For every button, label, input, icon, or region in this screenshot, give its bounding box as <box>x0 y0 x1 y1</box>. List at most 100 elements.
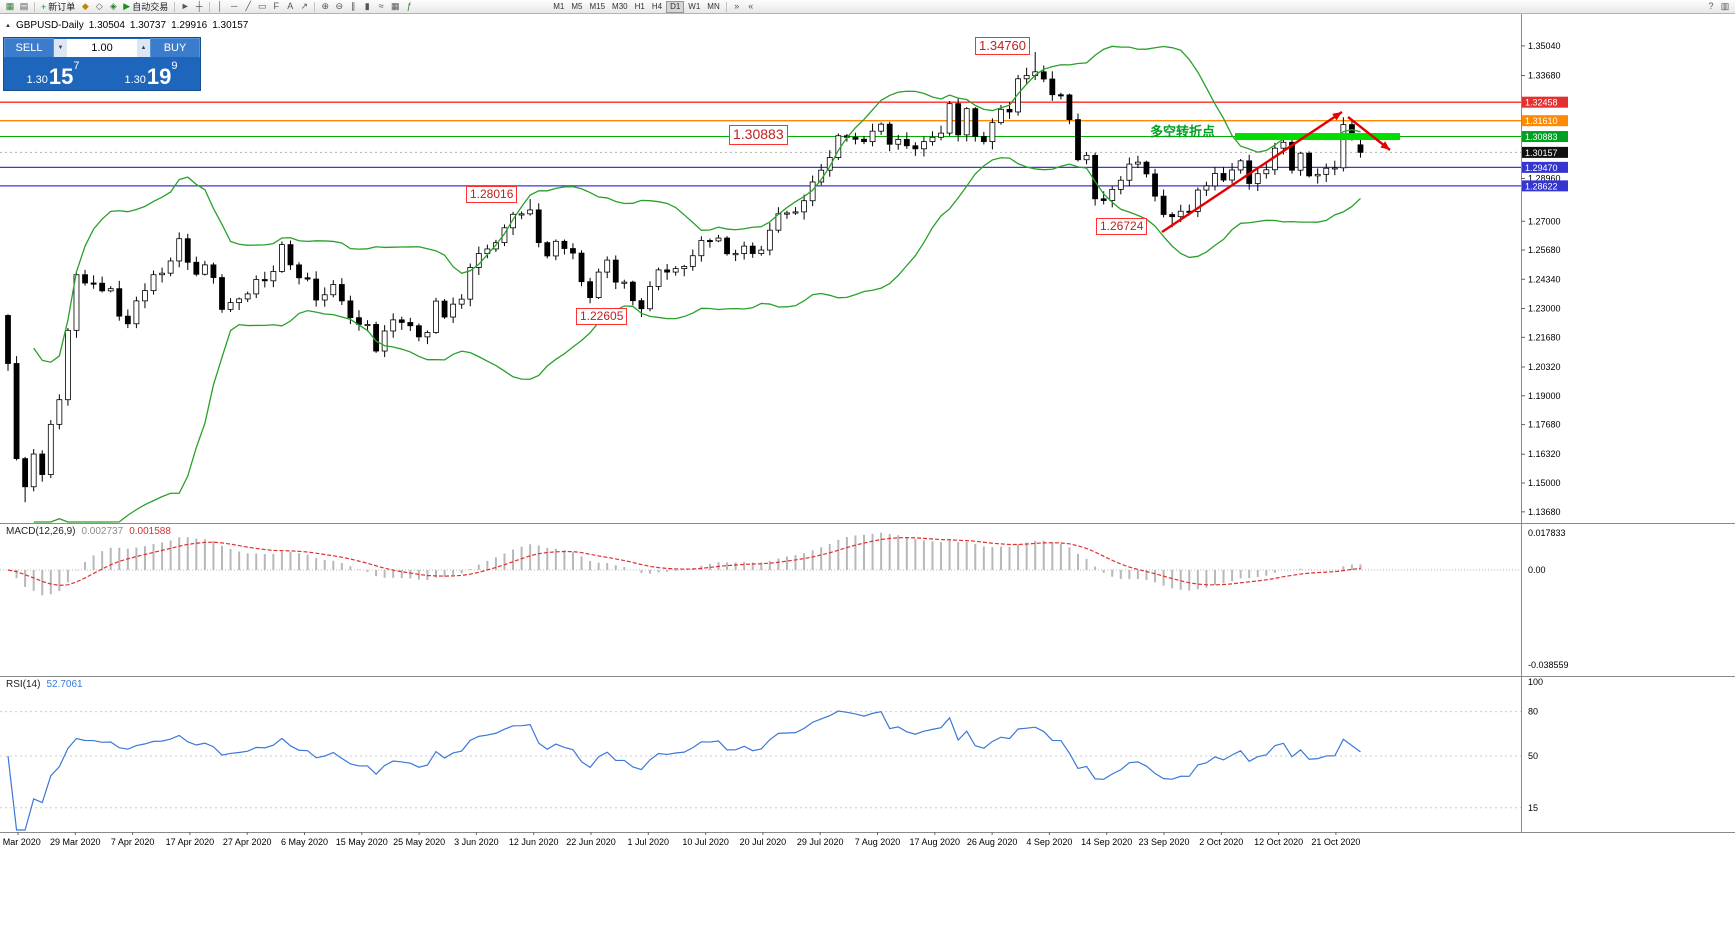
macd-value-main: 0.002737 <box>81 526 124 537</box>
svg-text:15 May 2020: 15 May 2020 <box>336 837 388 847</box>
svg-text:27 Apr 2020: 27 Apr 2020 <box>223 837 272 847</box>
timeframe-mn-button[interactable]: MN <box>707 1 720 11</box>
timeframe-d1-button[interactable]: D1 <box>666 0 685 13</box>
timeframe-switcher: M1 M5 M15 M30 H1 H4 D1 W1 MN <box>550 0 723 13</box>
timeframe-m30-button[interactable]: M30 <box>612 1 628 11</box>
svg-text:1.33680: 1.33680 <box>1528 71 1561 81</box>
svg-text:2 Oct 2020: 2 Oct 2020 <box>1199 837 1243 847</box>
rsi-value: 52.7061 <box>46 679 83 690</box>
profiles-icon[interactable]: ▤ <box>19 1 29 11</box>
autotrading-button-label: 自动交易 <box>132 2 169 12</box>
svg-text:4 Sep 2020: 4 Sep 2020 <box>1026 837 1072 847</box>
indicators-icon[interactable]: ƒ <box>406 1 412 11</box>
price-callout[interactable]: 1.26724 <box>1096 218 1148 235</box>
svg-text:1.31610: 1.31610 <box>1525 116 1558 126</box>
grid-icon[interactable]: ▦ <box>390 1 400 11</box>
svg-text:1.27000: 1.27000 <box>1528 216 1561 226</box>
svg-text:7 Apr 2020: 7 Apr 2020 <box>111 837 155 847</box>
market-watch-icon[interactable]: ◆ <box>81 1 89 11</box>
ohlc-high: 1.30737 <box>129 20 167 31</box>
date-axis[interactable]: 9 Mar 2020 29 Mar 2020 7 Apr 2020 17 Apr 20… <box>0 832 1360 847</box>
ohlc-close: 1.30157 <box>212 20 249 31</box>
svg-text:12 Jun 2020: 12 Jun 2020 <box>509 837 559 847</box>
timeframe-m15-button[interactable]: M15 <box>589 1 606 11</box>
macd-scale: 0.017833 0.00 -0.038559 <box>1528 528 1569 670</box>
chart-shift-icon[interactable]: » <box>734 1 740 11</box>
volume-input[interactable]: 1.00 <box>67 39 137 57</box>
panels-icon[interactable]: ▥ <box>1720 1 1730 11</box>
price-scale[interactable]: 1.35040 1.33680 1.28960 1.27000 1.25680 1.243… <box>1521 41 1568 517</box>
sell-price[interactable]: 1.30 15 7 <box>4 58 102 90</box>
trend-arrows[interactable] <box>1161 111 1391 233</box>
price-callout[interactable]: 1.28016 <box>466 186 518 203</box>
new-order-button[interactable]: + 新订单 <box>38 1 78 13</box>
vertical-line-icon[interactable]: │ <box>217 1 224 11</box>
timeframe-m5-button[interactable]: M5 <box>571 1 583 11</box>
channel-icon[interactable]: ▭ <box>257 1 267 11</box>
svg-text:29 Jul 2020: 29 Jul 2020 <box>797 837 844 847</box>
one-click-trading-widget: SELL ▼ 1.00 ▲ BUY 1.30 15 7 1.30 19 9 <box>3 37 201 91</box>
navigator-icon[interactable]: ◈ <box>109 1 117 11</box>
svg-text:20 Jul 2020: 20 Jul 2020 <box>740 837 787 847</box>
svg-text:1.13680: 1.13680 <box>1528 507 1561 517</box>
zoom-in-icon[interactable]: ⊕ <box>321 1 329 11</box>
bar-chart-icon[interactable]: ∥ <box>350 1 356 11</box>
macd-name: MACD(12,26,9) <box>6 526 76 537</box>
svg-text:14 Sep 2020: 14 Sep 2020 <box>1081 837 1132 847</box>
volume-decrease-button[interactable]: ▼ <box>54 39 67 57</box>
sell-price-main: 1.30 <box>26 74 48 86</box>
svg-text:1.21680: 1.21680 <box>1528 332 1561 342</box>
resistance-highlight-bar[interactable] <box>1235 133 1400 141</box>
new-chart-icon[interactable]: ▦ <box>5 1 15 11</box>
volume-increase-button[interactable]: ▲ <box>137 39 150 57</box>
svg-text:1.28622: 1.28622 <box>1525 181 1558 191</box>
trendline-icon[interactable]: ╱ <box>245 1 251 11</box>
text-tool-icon[interactable]: A <box>287 1 294 11</box>
candles-series[interactable] <box>5 51 1364 503</box>
timeframe-w1-button[interactable]: W1 <box>688 1 701 11</box>
cursor-icon[interactable]: ► <box>180 1 190 11</box>
price-callout[interactable]: 1.30883 <box>729 125 788 145</box>
svg-text:1.24340: 1.24340 <box>1528 274 1561 284</box>
new-order-button-label: 新订单 <box>48 2 76 12</box>
sell-price-big: 15 <box>48 64 74 90</box>
zoom-out-icon[interactable]: ⊖ <box>335 1 343 11</box>
line-chart-icon[interactable]: ≈ <box>378 1 384 11</box>
svg-text:21 Oct 2020: 21 Oct 2020 <box>1311 837 1360 847</box>
sell-button[interactable]: SELL <box>4 38 54 58</box>
price-callout[interactable]: 1.22605 <box>576 308 628 325</box>
fibonacci-icon[interactable]: F <box>273 1 279 11</box>
svg-text:6 May 2020: 6 May 2020 <box>281 837 328 847</box>
svg-text:1.35040: 1.35040 <box>1528 41 1561 51</box>
autotrading-button[interactable]: ▶ 自动交易 <box>120 1 171 13</box>
buy-button[interactable]: BUY <box>150 38 200 58</box>
svg-text:50: 50 <box>1528 751 1538 761</box>
svg-text:1.30157: 1.30157 <box>1525 148 1558 158</box>
buy-price[interactable]: 1.30 19 9 <box>102 58 200 90</box>
svg-text:1 Jul 2020: 1 Jul 2020 <box>628 837 670 847</box>
timeframe-h4-button[interactable]: H4 <box>651 1 663 11</box>
svg-text:1.20320: 1.20320 <box>1528 362 1561 372</box>
timeframe-h1-button[interactable]: H1 <box>634 1 645 11</box>
svg-text:80: 80 <box>1528 707 1538 717</box>
macd-indicator-label: MACD(12,26,9) 0.002737 0.001588 <box>6 526 171 537</box>
data-window-icon[interactable]: ◇ <box>95 1 103 11</box>
help-icon[interactable]: ? <box>1708 1 1714 11</box>
arrow-tool-icon[interactable]: ↗ <box>300 1 308 11</box>
turning-point-annotation[interactable]: 多空转折点 <box>1150 124 1216 139</box>
svg-text:1.25680: 1.25680 <box>1528 245 1561 255</box>
horizontal-line-icon[interactable]: ─ <box>231 1 238 11</box>
crosshair-icon[interactable]: ┼ <box>196 1 203 11</box>
autotrading-icon: ▶ <box>123 1 131 11</box>
buy-price-big: 19 <box>146 64 172 90</box>
svg-text:25 May 2020: 25 May 2020 <box>393 837 445 847</box>
rsi-line <box>7 710 1361 831</box>
svg-text:29 Mar 2020: 29 Mar 2020 <box>50 837 101 847</box>
auto-scroll-icon[interactable]: « <box>748 1 754 11</box>
timeframe-m1-button[interactable]: M1 <box>553 1 565 11</box>
candlestick-chart-icon[interactable]: ▮ <box>364 1 370 11</box>
price-callout[interactable]: 1.34760 <box>975 37 1030 56</box>
ohlc-low: 1.29916 <box>171 20 208 31</box>
